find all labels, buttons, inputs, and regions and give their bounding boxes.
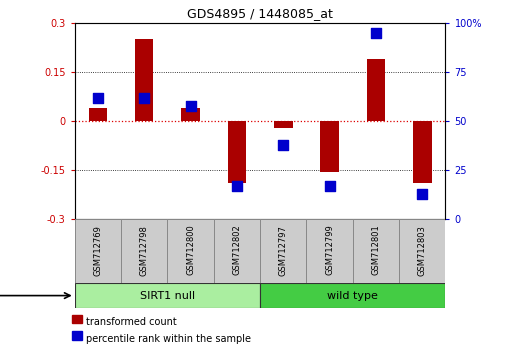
Bar — [72, 315, 81, 324]
FancyBboxPatch shape — [214, 219, 260, 283]
Text: transformed count: transformed count — [87, 318, 177, 327]
Text: GSM712798: GSM712798 — [140, 225, 149, 275]
Bar — [89, 108, 107, 121]
Bar — [135, 39, 153, 121]
FancyBboxPatch shape — [260, 219, 306, 283]
Text: SIRT1 null: SIRT1 null — [140, 291, 195, 301]
Bar — [228, 121, 246, 183]
Bar — [181, 108, 200, 121]
Point — [186, 103, 195, 108]
Point — [325, 183, 334, 189]
Bar — [413, 121, 432, 183]
Text: GSM712799: GSM712799 — [325, 225, 334, 275]
FancyBboxPatch shape — [121, 219, 167, 283]
Text: GSM712797: GSM712797 — [279, 225, 288, 275]
FancyBboxPatch shape — [399, 219, 445, 283]
FancyBboxPatch shape — [260, 283, 445, 308]
Bar — [72, 331, 81, 340]
FancyBboxPatch shape — [75, 219, 121, 283]
Text: GSM712801: GSM712801 — [371, 225, 381, 275]
Point — [279, 142, 287, 148]
Bar — [320, 121, 339, 172]
Text: GSM712769: GSM712769 — [93, 225, 102, 275]
Text: percentile rank within the sample: percentile rank within the sample — [87, 334, 251, 344]
Title: GDS4895 / 1448085_at: GDS4895 / 1448085_at — [187, 7, 333, 21]
Text: GSM712803: GSM712803 — [418, 225, 427, 275]
Bar — [274, 121, 293, 128]
FancyBboxPatch shape — [75, 283, 260, 308]
FancyBboxPatch shape — [167, 219, 214, 283]
Point — [140, 95, 148, 101]
Point — [418, 191, 426, 197]
FancyBboxPatch shape — [353, 219, 399, 283]
Text: GSM712802: GSM712802 — [232, 225, 242, 275]
FancyBboxPatch shape — [306, 219, 353, 283]
Text: wild type: wild type — [328, 291, 378, 301]
Point — [233, 183, 241, 189]
Point — [372, 30, 380, 36]
Text: GSM712800: GSM712800 — [186, 225, 195, 275]
Point — [94, 95, 102, 101]
Bar — [367, 59, 385, 121]
